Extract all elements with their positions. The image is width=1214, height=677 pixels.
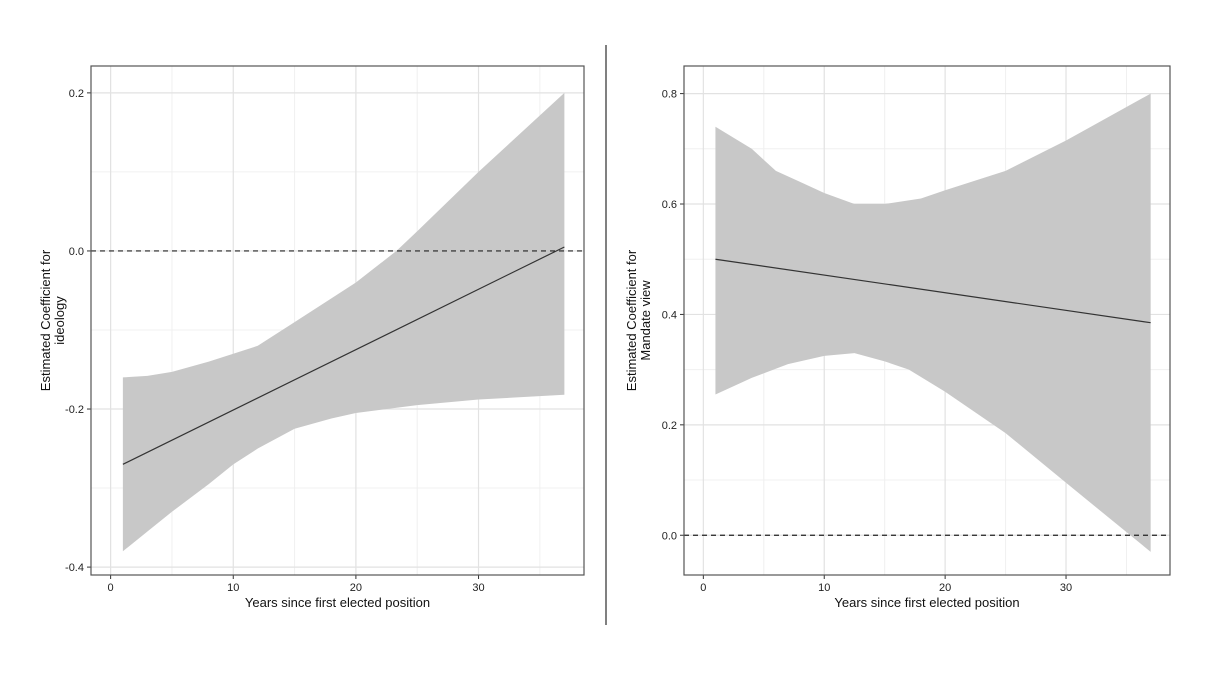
y-tick-label: -0.4: [65, 562, 84, 574]
estimate-line: [122, 246, 565, 465]
ideology-coefficient-chart: 0 10 20 30 0.2 0.0 -0.2 -0.4 Years since first e…: [38, 65, 585, 610]
y-tick-label: 0.6: [662, 199, 677, 211]
plot-frame: [683, 65, 1171, 576]
y-tick-label: 0.8: [662, 89, 677, 101]
confidence-band: [715, 93, 1151, 552]
x-tick-label: 10: [227, 582, 239, 594]
x-tick-label: 30: [1060, 582, 1072, 594]
y-tick-label: 0.2: [662, 420, 677, 432]
x-tick-label: 30: [472, 582, 484, 594]
estimate-line: [715, 258, 1151, 324]
y-axis-title: Estimated Coefficient for: [624, 249, 639, 391]
y-tick-label: 0.0: [662, 530, 677, 542]
plot-frame: [90, 65, 585, 576]
x-tick-label: 0: [108, 582, 114, 594]
x-axis-title: Years since first elected position: [245, 595, 430, 610]
x-tick-label: 20: [350, 582, 362, 594]
confidence-band: [122, 92, 565, 552]
y-axis-title: Estimated Coefficient for: [38, 249, 53, 391]
x-axis-title: Years since first elected position: [834, 595, 1019, 610]
y-tick-label: 0.4: [662, 309, 677, 321]
y-axis-title: ideology: [52, 296, 67, 345]
y-tick-label: -0.2: [65, 404, 84, 416]
y-tick-label: 0.2: [69, 88, 84, 100]
x-tick-label: 10: [818, 582, 830, 594]
y-axis-title: Mandate view: [638, 280, 653, 361]
x-tick-label: 20: [939, 582, 951, 594]
x-tick-label: 0: [700, 582, 706, 594]
mandate-view-coefficient-chart: 0 10 20 30 0.8 0.6 0.4 0.2 0.0 Years since first …: [624, 65, 1171, 610]
y-tick-label: 0.0: [69, 246, 84, 258]
